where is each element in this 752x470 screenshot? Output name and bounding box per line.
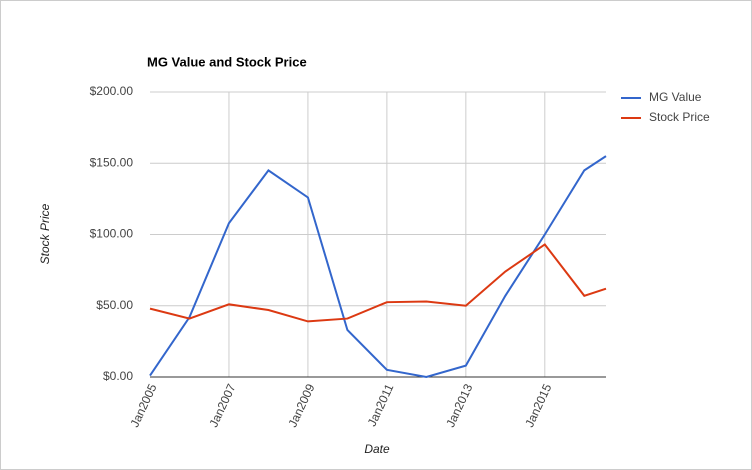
legend-label: Stock Price — [649, 110, 710, 124]
series-line — [149, 243, 607, 323]
y-tick-label: $150.00 — [90, 155, 134, 169]
y-tick-label: $200.00 — [90, 84, 134, 98]
y-tick-label: $0.00 — [103, 369, 133, 383]
y-tick-label: $100.00 — [90, 227, 134, 241]
chart-title: MG Value and Stock Price — [147, 54, 307, 69]
x-axis-title: Date — [364, 442, 390, 456]
y-axis-title: Stock Price — [38, 203, 52, 264]
y-tick-label: $50.00 — [96, 298, 133, 312]
legend-label: MG Value — [649, 90, 702, 104]
series-line — [149, 155, 607, 379]
